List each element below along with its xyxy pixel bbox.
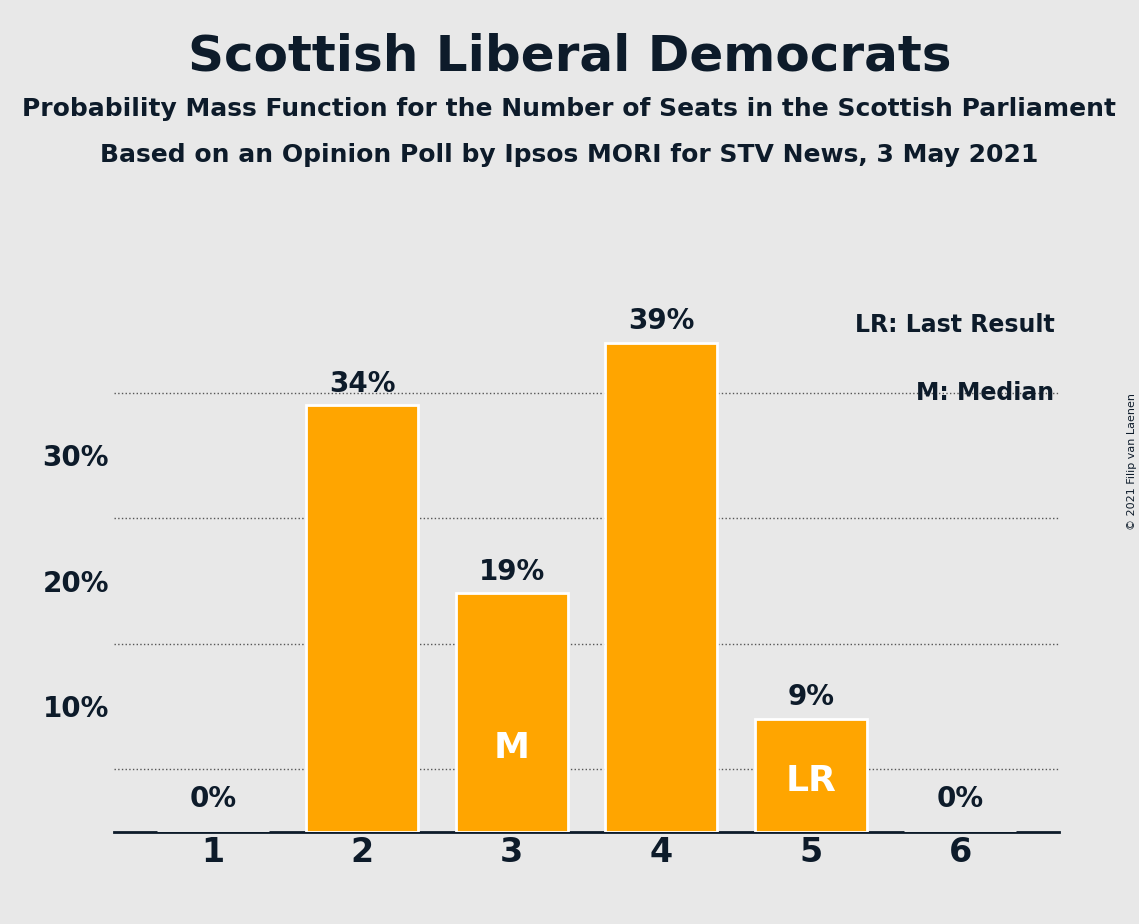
Bar — [306, 406, 418, 832]
Text: M: M — [494, 731, 530, 765]
Text: M: Median: M: Median — [917, 382, 1055, 406]
Text: 0%: 0% — [189, 784, 237, 813]
Text: 19%: 19% — [478, 558, 544, 586]
Bar — [456, 593, 568, 832]
Text: LR: LR — [786, 764, 836, 797]
Bar — [755, 719, 867, 832]
Text: 0%: 0% — [936, 784, 984, 813]
Text: 34%: 34% — [329, 370, 395, 397]
Text: © 2021 Filip van Laenen: © 2021 Filip van Laenen — [1126, 394, 1137, 530]
Bar — [605, 343, 718, 832]
Text: LR: Last Result: LR: Last Result — [854, 313, 1055, 337]
Text: 9%: 9% — [787, 683, 834, 711]
Text: 39%: 39% — [628, 307, 695, 335]
Text: Based on an Opinion Poll by Ipsos MORI for STV News, 3 May 2021: Based on an Opinion Poll by Ipsos MORI f… — [100, 143, 1039, 167]
Text: Scottish Liberal Democrats: Scottish Liberal Democrats — [188, 32, 951, 80]
Text: Probability Mass Function for the Number of Seats in the Scottish Parliament: Probability Mass Function for the Number… — [23, 97, 1116, 121]
